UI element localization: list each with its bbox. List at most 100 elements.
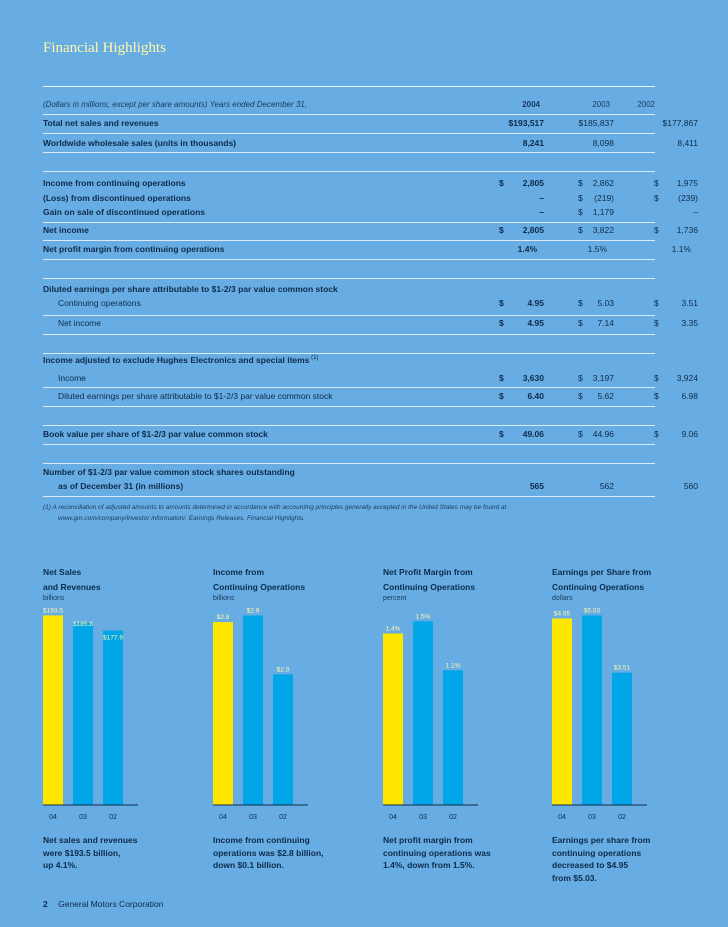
data-label: $3.51 (614, 665, 631, 672)
table-row: Worldwide wholesale sales (units in thou… (43, 138, 655, 152)
row-label: as of December 31 (in millions) (58, 481, 183, 491)
bar-chart: Earnings per Share from Continuing Operat… (552, 565, 702, 885)
top-divider (43, 86, 655, 87)
table-row: Continuing operations $4.95 $5.03 $3.51 (43, 298, 655, 312)
bar-02 (612, 673, 632, 805)
row-label: Gain on sale of discontinued operations (43, 207, 205, 217)
table-row: Total net sales and revenues $193,517 $185… (43, 118, 655, 132)
row-label: Continuing operations (58, 298, 141, 308)
row-label: Net income (58, 318, 101, 328)
value-2002: 3.35 (633, 318, 698, 328)
tick-label: 03 (419, 814, 427, 821)
value-2004: 3,630 (483, 373, 544, 383)
data-label: $2.8 (217, 614, 230, 621)
value-2003: 1.5% (553, 244, 607, 254)
table-row: Net profit margin from continuing operat… (43, 244, 655, 258)
table-row: (Loss) from discontinued operations – $ (21… (43, 193, 655, 207)
row-label: Net profit margin from continuing operat… (43, 244, 224, 254)
footnote-line-2: www.gm.com/company/investor information/… (43, 513, 655, 524)
caption-line: continuing operations was (383, 847, 533, 860)
value-2003: 5.03 (553, 298, 614, 308)
company-name: General Motors Corporation (58, 899, 163, 909)
chart-plot: $193.504$185.803$177.902 (43, 565, 153, 830)
table-row: Net income $2,805 $3,822 $1,736 (43, 225, 655, 239)
value-2004: 49.06 (483, 429, 544, 439)
row-divider (43, 463, 655, 464)
table-row: Net income $4.95 $7.14 $3.35 (43, 318, 655, 332)
value-2003: 44.96 (553, 429, 614, 439)
data-label: $5.03 (584, 607, 601, 614)
value-2004: 565 (483, 481, 544, 491)
row-divider (43, 315, 655, 316)
value-2002: (239) (633, 193, 698, 203)
chart-caption: Net sales and revenues were $193.5 billio… (43, 834, 193, 872)
table-row: Income adjusted to exclude Hughes Electr… (43, 355, 655, 369)
chart-caption: Income from continuing operations was $2.… (213, 834, 363, 872)
value-2003: 3,822 (553, 225, 614, 235)
value-2003: 1,179 (553, 207, 614, 217)
tick-label: 03 (588, 814, 596, 821)
bar-03 (582, 615, 602, 805)
chart-caption: Earnings per share from continuing operat… (552, 834, 702, 884)
chart-plot: 1.4% 04 1.5% 03 1.1% 02 (383, 565, 493, 830)
chart-plot: $2.804$2.903$2.002 (213, 565, 323, 830)
tick-label: 04 (389, 814, 397, 821)
chart-caption: Net profit margin from continuing operati… (383, 834, 533, 872)
header-2004: 2004 (483, 100, 540, 109)
tick-label: 03 (79, 814, 87, 821)
caption-line: decreased to $4.95 (552, 859, 702, 872)
footnote-marker: (1) (309, 355, 318, 361)
tick-label: 04 (558, 814, 566, 821)
tick-label: 03 (249, 814, 257, 821)
value-2002: 8,411 (633, 138, 698, 148)
value-2003: $185,837 (553, 118, 614, 128)
page-title: Financial Highlights (43, 40, 166, 57)
data-label: 1.1% (446, 662, 461, 669)
caption-line: from $5.03. (552, 872, 702, 885)
value-2004: – (483, 193, 544, 203)
caption-line: Income from continuing (213, 834, 363, 847)
data-label: $2.9 (247, 608, 260, 615)
tick-label: 02 (279, 814, 287, 821)
bar-03 (73, 623, 93, 805)
bar-04 (383, 634, 403, 806)
caption-line: down $0.1 billion. (213, 859, 363, 872)
caption-line: up 4.1%. (43, 859, 193, 872)
row-divider (43, 406, 655, 407)
row-label: Worldwide wholesale sales (units in thou… (43, 138, 236, 148)
value-2004: 1.4% (483, 244, 537, 254)
row-divider (43, 171, 655, 172)
value-2003: 3,197 (553, 373, 614, 383)
value-2002: $177,867 (633, 118, 698, 128)
tick-label: 04 (49, 814, 57, 821)
bar-03 (243, 616, 263, 805)
row-divider (43, 133, 655, 134)
value-2004: 4.95 (483, 318, 544, 328)
footer: 2 General Motors Corporation (43, 899, 163, 909)
row-divider (43, 222, 655, 223)
row-label: Diluted earnings per share attributable … (58, 391, 333, 401)
table-row: Income from continuing operations $2,805 $… (43, 178, 655, 192)
row-divider (43, 334, 655, 335)
value-2004: 2,805 (483, 225, 544, 235)
row-label: (Loss) from discontinued operations (43, 193, 191, 203)
bar-04 (43, 615, 63, 805)
data-label: 1.4% (386, 626, 401, 633)
header-label: (Dollars in millions, except per share a… (43, 100, 307, 109)
row-label: Net income (43, 225, 89, 235)
row-label: Diluted earnings per share attributable … (43, 284, 338, 294)
row-divider (43, 278, 655, 279)
caption-line: operations was $2.8 billion, (213, 847, 363, 860)
table-row: Gain on sale of discontinued operations –… (43, 207, 655, 221)
value-2002: 6.98 (633, 391, 698, 401)
value-2004: 6.40 (483, 391, 544, 401)
value-2002: 3,924 (633, 373, 698, 383)
row-label: Income (58, 373, 86, 383)
value-2003: 7.14 (553, 318, 614, 328)
row-divider (43, 496, 655, 497)
table-row: Book value per share of $1-2/3 par value… (43, 429, 655, 443)
value-2004: $193,517 (483, 118, 544, 128)
caption-line: Net sales and revenues (43, 834, 193, 847)
row-label: Number of $1-2/3 par value common stock … (43, 467, 295, 477)
row-divider (43, 353, 655, 354)
